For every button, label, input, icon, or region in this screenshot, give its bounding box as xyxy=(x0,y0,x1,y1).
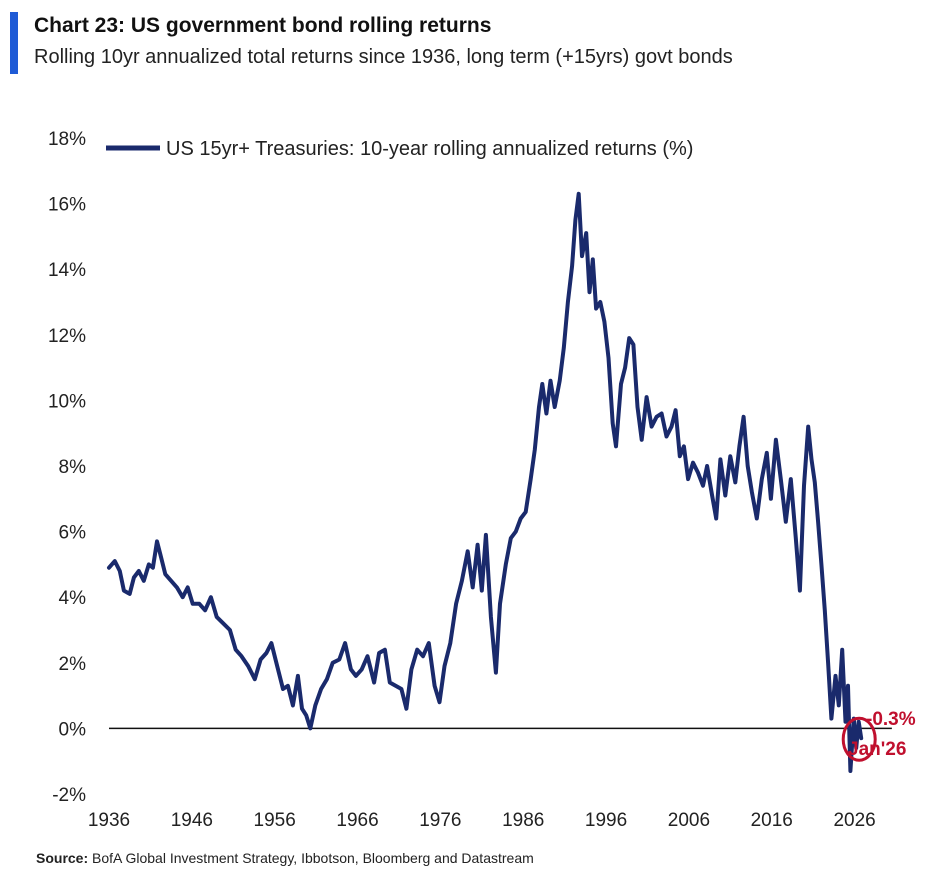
source-label: Source: xyxy=(36,850,89,866)
x-tick-label: 1936 xyxy=(88,810,130,831)
chart-title: Chart 23: US government bond rolling ret… xyxy=(34,14,492,37)
x-tick-label: 2026 xyxy=(833,810,875,831)
source-text: BofA Global Investment Strategy, Ibbotso… xyxy=(88,850,534,866)
y-tick-label: 6% xyxy=(59,523,87,544)
y-tick-label: 2% xyxy=(59,654,87,675)
y-tick-label: 0% xyxy=(59,719,87,740)
x-tick-label: 1986 xyxy=(502,810,544,831)
annotation-date: Jan'26 xyxy=(848,739,906,760)
x-tick-label: 1996 xyxy=(585,810,627,831)
x-axis-ticks: 1936 1946 1956 1966 1976 1986 1996 2006 2016 2026 xyxy=(88,810,876,831)
annotation-circle xyxy=(841,716,877,762)
y-tick-label: 8% xyxy=(59,457,87,478)
source-note: Source: BofA Global Investment Strategy,… xyxy=(36,850,534,866)
x-tick-label: 2006 xyxy=(668,810,710,831)
y-tick-label: 12% xyxy=(48,326,86,347)
y-tick-label: 14% xyxy=(48,260,86,281)
y-axis-ticks: -2% 0% 2% 4% 6% 8% 10% 12% 14% 16% 18% xyxy=(48,129,86,806)
x-tick-label: 1976 xyxy=(419,810,461,831)
y-tick-label: 4% xyxy=(59,588,87,609)
chart-subtitle: Rolling 10yr annualized total returns si… xyxy=(34,46,733,68)
legend: US 15yr+ Treasuries: 10-year rolling ann… xyxy=(106,138,693,160)
x-tick-label: 1956 xyxy=(254,810,296,831)
x-tick-label: 1946 xyxy=(171,810,213,831)
title-accent-bar xyxy=(10,12,18,74)
x-tick-label: 2016 xyxy=(751,810,793,831)
y-tick-label: -2% xyxy=(52,785,86,806)
x-tick-label: 1966 xyxy=(336,810,378,831)
legend-label: US 15yr+ Treasuries: 10-year rolling ann… xyxy=(166,138,693,160)
y-tick-label: 18% xyxy=(48,129,86,150)
y-tick-label: 10% xyxy=(48,391,86,412)
series-line xyxy=(107,191,864,773)
annotation-value: -0.3% xyxy=(866,709,916,730)
y-tick-label: 16% xyxy=(48,195,86,216)
